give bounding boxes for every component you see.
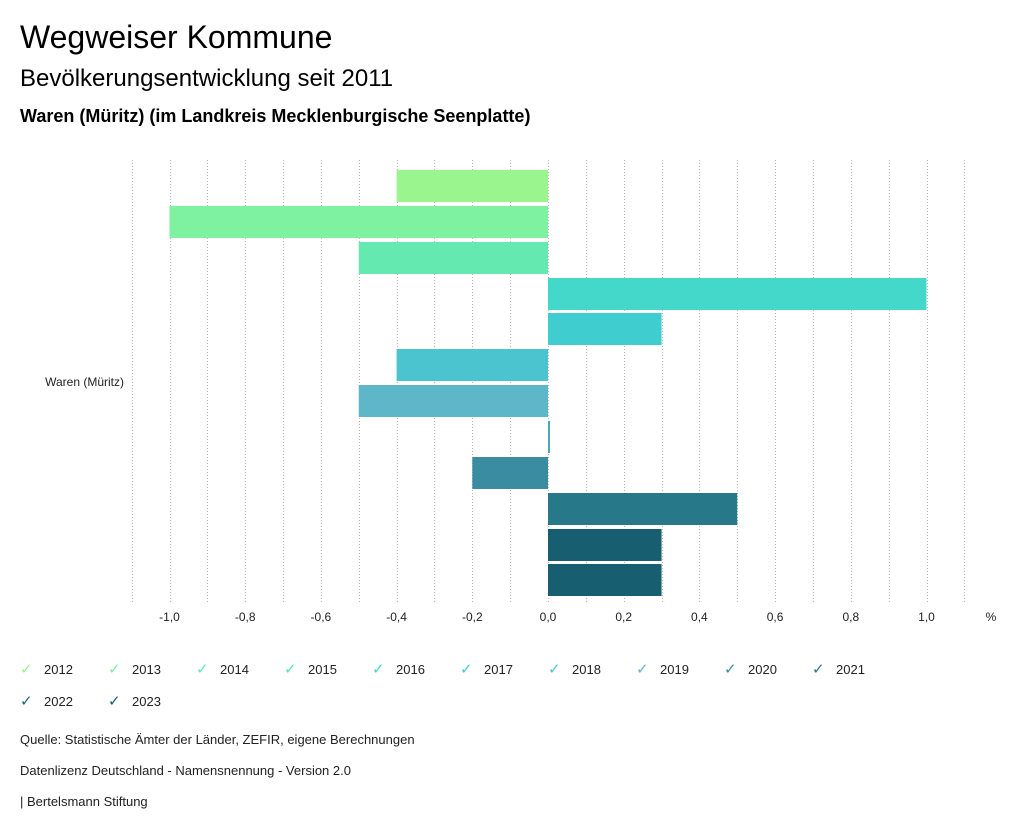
checkmark-icon: ✓	[20, 661, 33, 678]
x-tick-label: 0,2	[615, 610, 632, 624]
legend-label: 2014	[220, 661, 249, 677]
x-tick-label: 0,8	[842, 610, 859, 624]
bar-2017	[396, 349, 548, 381]
legend-label: 2012	[44, 661, 73, 677]
legend-item-2014[interactable]: ✓ 2014	[196, 659, 249, 679]
legend-item-2013[interactable]: ✓ 2013	[108, 659, 161, 679]
checkmark-icon: ✓	[548, 661, 561, 678]
checkmark-icon: ✓	[108, 693, 121, 710]
legend-label: 2023	[132, 693, 161, 709]
legend-item-2023[interactable]: ✓ 2023	[108, 691, 161, 711]
legend-label: 2019	[660, 661, 689, 677]
legend-label: 2021	[836, 661, 865, 677]
legend-item-2015[interactable]: ✓ 2015	[284, 659, 337, 679]
checkmark-icon: ✓	[812, 661, 825, 678]
bar-2015	[548, 278, 927, 310]
license-note: Datenlizenz Deutschland - Namensnennung …	[20, 763, 351, 778]
bar-2012	[396, 170, 548, 202]
y-category-label: Waren (Müritz)	[45, 375, 124, 389]
bar-2013	[169, 206, 548, 238]
bar-2021	[548, 493, 738, 525]
legend-label: 2018	[572, 661, 601, 677]
legend-item-2018[interactable]: ✓ 2018	[548, 659, 601, 679]
bar-2020	[472, 457, 548, 489]
source-note: Quelle: Statistische Ämter der Länder, Z…	[20, 732, 415, 747]
checkmark-icon: ✓	[108, 661, 121, 678]
page-title: Wegweiser Kommune	[20, 19, 333, 55]
x-tick-label: -0,4	[386, 610, 407, 624]
x-tick-label: -0,6	[311, 610, 332, 624]
checkmark-icon: ✓	[372, 661, 385, 678]
bar-2014	[358, 242, 548, 274]
legend-label: 2017	[484, 661, 513, 677]
checkmark-icon: ✓	[284, 661, 297, 678]
legend-item-2019[interactable]: ✓ 2019	[636, 659, 689, 679]
bar-2019	[548, 421, 550, 453]
legend-label: 2020	[748, 661, 777, 677]
legend-item-2017[interactable]: ✓ 2017	[460, 659, 513, 679]
bar-chart: -1,0 -0,8 -0,6 -0,4 -0,2 0,0 0,2 0,4 0,6 0,8 1,0 % W…	[45, 160, 997, 624]
legend-item-2021[interactable]: ✓ 2021	[812, 659, 865, 679]
chart-subtitle: Bevölkerungsentwicklung seit 2011	[20, 65, 394, 92]
legend-item-2012[interactable]: ✓ 2012	[20, 659, 73, 679]
legend-item-2022[interactable]: ✓ 2022	[20, 691, 73, 711]
legend-item-2016[interactable]: ✓ 2016	[372, 659, 425, 679]
x-tick-label: 0,6	[767, 610, 784, 624]
x-tick-label: -0,2	[462, 610, 483, 624]
checkmark-icon: ✓	[636, 661, 649, 678]
legend-item-2020[interactable]: ✓ 2020	[724, 659, 777, 679]
x-tick-label: -0,8	[235, 610, 256, 624]
x-tick-label: 0,4	[691, 610, 708, 624]
legend-label: 2013	[132, 661, 161, 677]
region-title: Waren (Müritz) (im Landkreis Mecklenburg…	[20, 106, 531, 126]
x-tick-label: -1,0	[159, 610, 180, 624]
x-axis-unit: %	[986, 610, 997, 624]
legend-label: 2016	[396, 661, 425, 677]
checkmark-icon: ✓	[724, 661, 737, 678]
publisher-note: | Bertelsmann Stiftung	[20, 794, 148, 809]
bar-2023	[548, 564, 662, 596]
x-tick-label: 1,0	[918, 610, 935, 624]
checkmark-icon: ✓	[460, 661, 473, 678]
bar-2022	[548, 529, 662, 561]
checkmark-icon: ✓	[196, 661, 209, 678]
bar-2016	[548, 313, 662, 345]
x-tick-label: 0,0	[540, 610, 557, 624]
checkmark-icon: ✓	[20, 693, 33, 710]
bar-2018	[358, 385, 548, 417]
legend-label: 2015	[308, 661, 337, 677]
legend-label: 2022	[44, 693, 73, 709]
